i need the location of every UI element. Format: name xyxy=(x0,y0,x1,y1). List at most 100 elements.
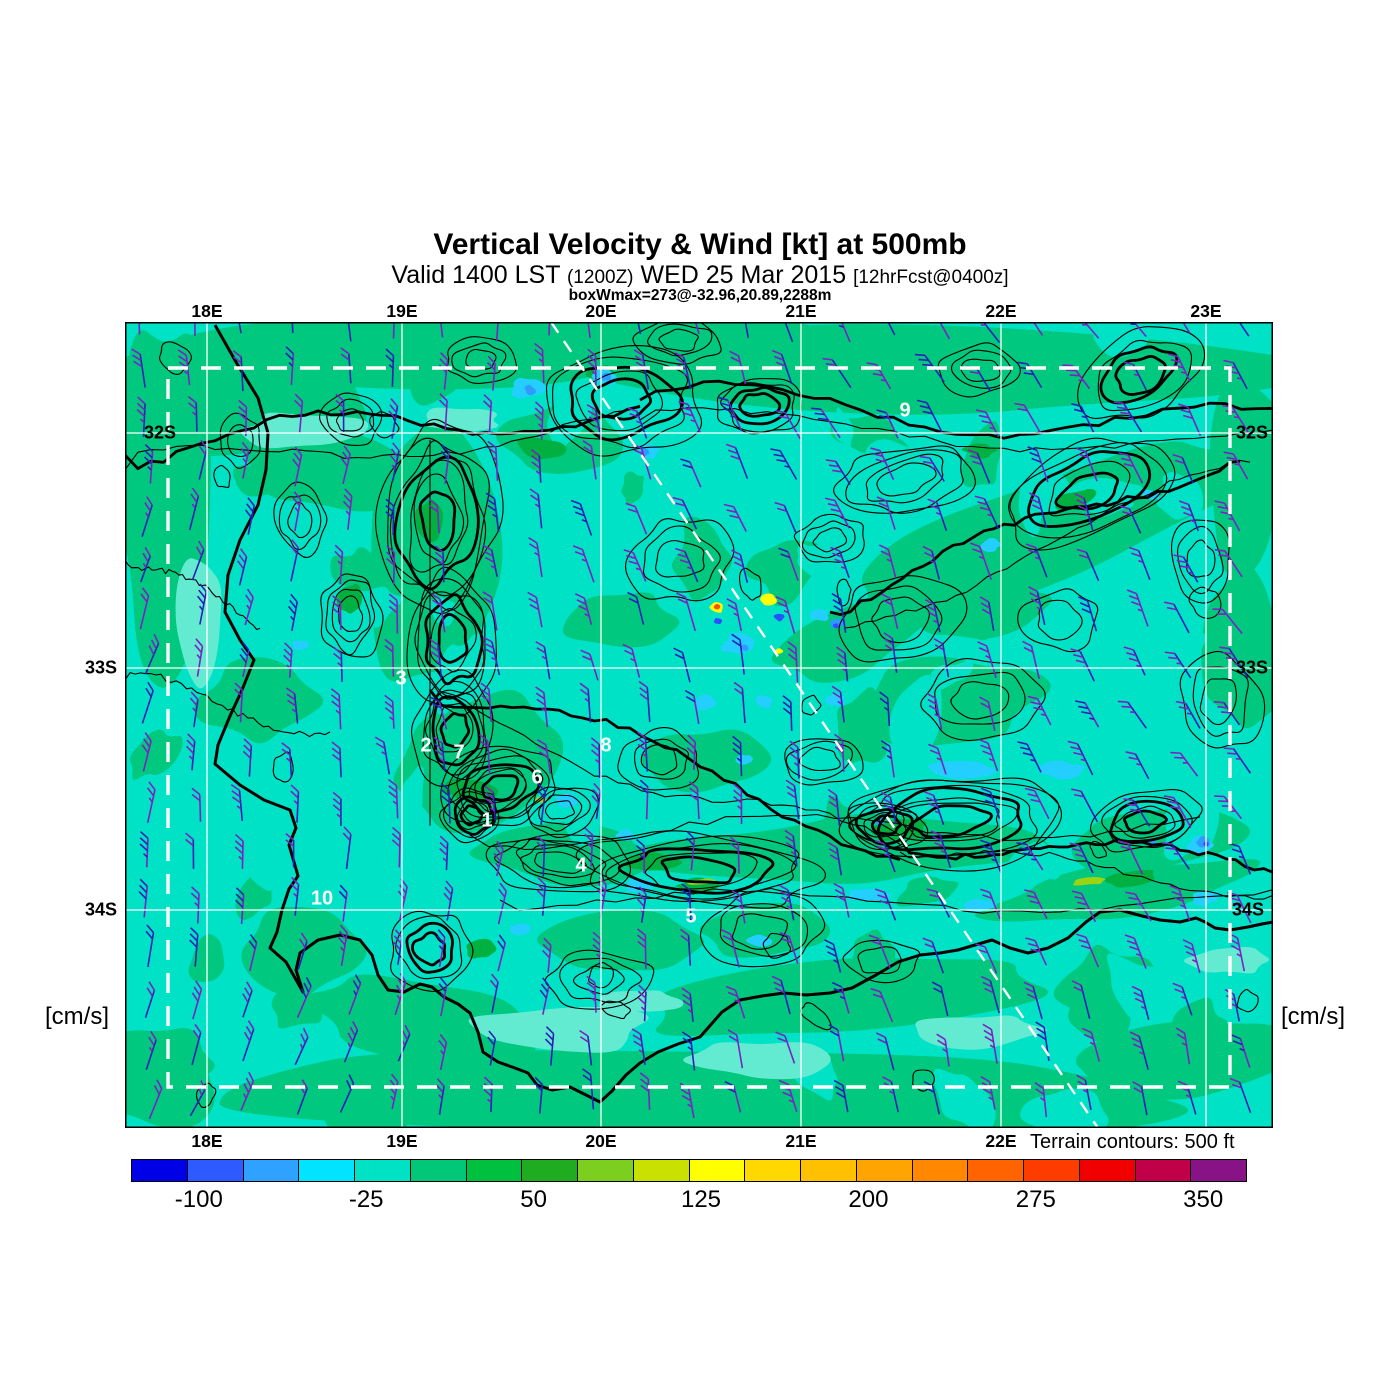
terrain-contour xyxy=(1109,799,1185,843)
wind-barb xyxy=(1076,933,1100,968)
colorbar-segment xyxy=(856,1160,913,1181)
terrain-contour xyxy=(1097,339,1193,412)
wind-barb xyxy=(331,741,342,778)
wind-barb xyxy=(627,407,648,439)
lon-label-top: 23E xyxy=(1190,301,1222,321)
wind-barb xyxy=(348,974,362,1015)
green-area xyxy=(330,547,394,592)
wind-barb xyxy=(1214,500,1241,532)
terrain-contour xyxy=(854,808,914,846)
wind-barb xyxy=(1035,1021,1050,1061)
wind-barb xyxy=(342,826,352,870)
wind-barb xyxy=(141,732,152,772)
wind-barb xyxy=(1128,546,1151,581)
dark-green-patch xyxy=(625,851,683,871)
wind-barb xyxy=(482,544,498,577)
wind-barb xyxy=(731,549,749,583)
yellow-green-streak xyxy=(1072,876,1106,886)
wind-barb xyxy=(434,545,445,583)
wind-barb xyxy=(290,539,299,582)
terrain-contour xyxy=(898,837,1273,874)
colorbar-segment xyxy=(355,1160,411,1181)
green-area xyxy=(393,689,564,834)
wind-barb xyxy=(979,696,996,731)
terrain-contour xyxy=(950,681,1010,720)
wind-barb xyxy=(485,492,500,533)
wind-barb xyxy=(138,322,141,335)
terrain-contour xyxy=(331,588,371,643)
wind-barb xyxy=(482,591,498,631)
wind-barb xyxy=(242,738,253,777)
mint-patch xyxy=(683,1042,831,1080)
terrain-contour xyxy=(319,392,383,446)
wind-barb xyxy=(579,682,592,723)
wind-barb xyxy=(926,692,943,730)
ranked-max-label: 8 xyxy=(600,734,612,757)
wind-barb xyxy=(789,740,800,779)
wind-barb xyxy=(1223,451,1249,480)
weather-map-canvas xyxy=(125,322,1273,1128)
wind-barb xyxy=(1129,1031,1149,1071)
deep-blue-spot xyxy=(714,618,723,625)
terrain-contour xyxy=(337,595,364,632)
wind-barb xyxy=(590,737,601,778)
terrain-contour xyxy=(632,322,722,365)
terrain-contour-note: Terrain contours: 500 ft xyxy=(1030,1131,1235,1153)
wind-barb xyxy=(887,322,896,336)
terrain-contour xyxy=(639,407,1273,453)
colorbar-segment xyxy=(132,1160,188,1181)
wind-barb xyxy=(1229,1077,1252,1114)
wind-barb xyxy=(535,640,551,680)
wind-barb xyxy=(587,348,597,390)
terrain-contour xyxy=(435,703,474,753)
terrain-contour xyxy=(545,345,703,457)
wind-barb xyxy=(931,981,949,1017)
wind-barb xyxy=(439,322,444,338)
wind-barb xyxy=(774,501,797,533)
cyan-patch xyxy=(746,934,773,947)
terrain-contour xyxy=(876,462,937,497)
teal-patch xyxy=(831,407,854,452)
terrain-contour xyxy=(1099,345,1179,405)
wind-barb xyxy=(1014,402,1042,435)
wind-barb xyxy=(146,781,156,823)
wind-barb xyxy=(684,689,700,725)
wind-barb xyxy=(240,1071,255,1111)
wind-barb xyxy=(544,1026,555,1066)
wind-barb xyxy=(392,929,403,965)
colorbar-tick-label: 350 xyxy=(1183,1186,1224,1213)
terrain-contour xyxy=(534,851,588,874)
lon-label-bottom: 22E xyxy=(985,1131,1017,1151)
updraft-max-spot xyxy=(774,648,784,654)
terrain-contour xyxy=(865,453,944,504)
terrain-contour xyxy=(387,437,490,611)
cyan-patch xyxy=(1038,760,1085,780)
wind-barb xyxy=(575,593,593,625)
wind-barb xyxy=(977,641,997,679)
wind-barb xyxy=(638,680,651,723)
ranked-max-label: 5 xyxy=(685,905,697,928)
wind-barb xyxy=(287,593,299,632)
wind-barb xyxy=(980,839,1002,874)
wind-barb xyxy=(194,638,204,677)
updraft-core-spot xyxy=(713,603,721,610)
wind-barb xyxy=(534,1076,544,1114)
colorbar-tick-label: 125 xyxy=(680,1186,722,1213)
wind-barb xyxy=(1074,493,1094,531)
wind-barb xyxy=(493,840,504,877)
lat-label-left: 33S xyxy=(84,657,118,678)
units-label-right: [cm/s] xyxy=(1281,1003,1345,1030)
wind-barb xyxy=(187,396,198,432)
wind-barb xyxy=(234,682,244,723)
wind-barb xyxy=(392,322,395,339)
cyan-patch xyxy=(847,889,891,902)
map-border xyxy=(125,322,1273,1128)
wind-barb xyxy=(386,545,396,585)
wind-barb xyxy=(234,833,244,869)
wind-barb xyxy=(285,346,295,385)
green-area xyxy=(671,516,733,601)
terrain-contour xyxy=(1186,539,1216,578)
wind-barb xyxy=(438,977,448,1017)
wind-barb xyxy=(536,739,552,774)
wind-barb xyxy=(822,357,852,389)
